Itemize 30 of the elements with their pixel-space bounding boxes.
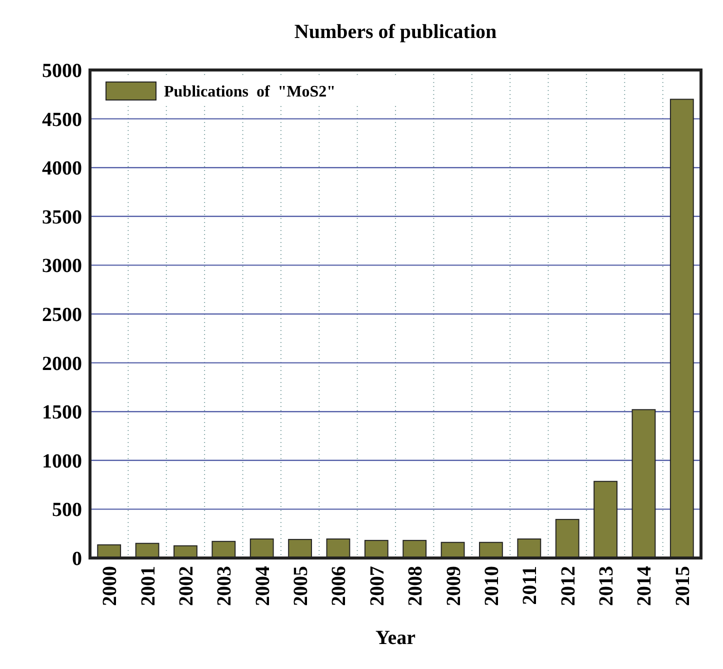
x-tick-label: 2003 <box>214 566 236 606</box>
x-tick-label: 2002 <box>175 566 198 606</box>
x-tick-label: 2001 <box>137 566 160 606</box>
x-tick-label: 2005 <box>290 566 312 606</box>
x-tick-label: 2015 <box>672 566 694 606</box>
y-tick-label: 0 <box>72 548 82 570</box>
y-tick-label: 5000 <box>42 60 82 82</box>
y-tick-label: 4000 <box>42 158 82 180</box>
y-tick-label: 1000 <box>42 450 82 472</box>
legend-label: Publications of "MoS2" <box>164 84 336 101</box>
x-tick-label: 2000 <box>99 566 122 606</box>
y-tick-label: 2500 <box>42 304 82 326</box>
y-tick-label: 4500 <box>42 108 82 131</box>
x-tick-label: 2014 <box>634 566 656 606</box>
x-tick-label: 2007 <box>366 566 388 606</box>
x-tick-label: 2006 <box>328 566 350 606</box>
y-tick-label: 3000 <box>42 255 82 278</box>
x-tick-label: 2004 <box>252 566 274 606</box>
x-tick-label: 2012 <box>557 566 580 606</box>
x-tick-label: 2011 <box>519 566 542 605</box>
x-tick-label: 2009 <box>442 566 465 606</box>
x-tick-label: 2010 <box>480 566 503 606</box>
x-tick-label: 2013 <box>596 566 618 606</box>
y-tick-label: 2000 <box>42 352 82 375</box>
y-tick-label: 500 <box>52 499 82 522</box>
x-axis-title: Year <box>376 627 416 649</box>
chart-title: Numbers of publication <box>294 21 497 43</box>
y-tick-label: 1500 <box>42 402 82 424</box>
x-tick-label: 2008 <box>404 566 427 606</box>
y-tick-label: 3500 <box>42 206 82 228</box>
